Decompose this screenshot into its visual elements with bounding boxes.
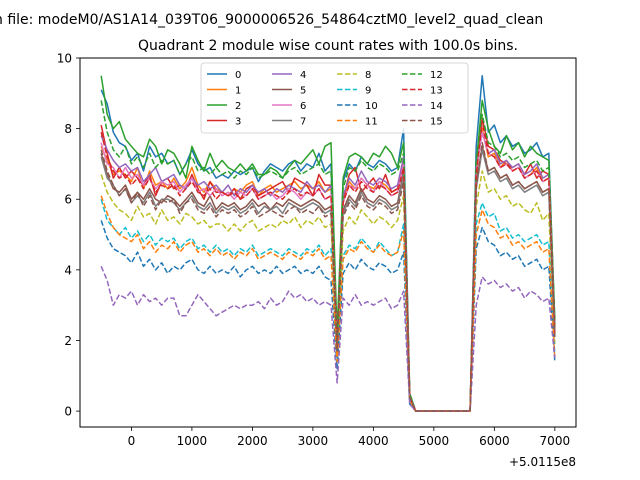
legend-label-6: 6	[300, 101, 306, 112]
x-tick-label: 5000	[419, 434, 450, 448]
y-tick-label: 8	[64, 122, 72, 136]
legend-label-13: 13	[430, 86, 443, 97]
y-axis: 0 2 4 6 8 10	[57, 52, 80, 419]
series-line-9	[100, 198, 556, 412]
x-offset-label: +5.0115e8	[509, 455, 576, 469]
legend-label-14: 14	[430, 101, 443, 112]
chart-title: Quadrant 2 module wise count rates with …	[138, 38, 518, 54]
series-line-8	[100, 170, 556, 412]
x-tick-label: 7000	[540, 434, 571, 448]
legend-label-1: 1	[235, 86, 241, 97]
series-layer	[100, 74, 556, 412]
legend-label-12: 12	[430, 70, 443, 81]
legend-box	[200, 62, 469, 134]
y-tick-label: 6	[64, 193, 72, 207]
y-tick-label: 4	[64, 263, 72, 277]
series-line-13	[100, 120, 556, 412]
x-tick-label: 1000	[177, 434, 208, 448]
legend-label-4: 4	[300, 70, 306, 81]
series-line-12	[100, 100, 556, 412]
legend-label-11: 11	[365, 117, 378, 128]
x-tick-label: 3000	[298, 434, 329, 448]
legend-label-2: 2	[235, 101, 241, 112]
y-tick-label: 2	[64, 334, 72, 348]
y-tick-label: 0	[64, 405, 72, 419]
legend-label-15: 15	[430, 117, 443, 128]
legend-label-0: 0	[235, 70, 241, 81]
series-line-11	[100, 195, 556, 412]
legend-label-8: 8	[365, 70, 371, 81]
legend-label-10: 10	[365, 101, 378, 112]
legend-label-3: 3	[235, 117, 241, 128]
x-tick-label: 4000	[358, 434, 389, 448]
series-line-15	[100, 141, 556, 412]
x-tick-label: 0	[128, 434, 136, 448]
legend-label-5: 5	[300, 86, 306, 97]
series-line-10	[100, 220, 556, 412]
x-tick-label: 6000	[479, 434, 510, 448]
y-tick-label: 10	[57, 52, 72, 66]
x-axis: 0 1000 2000 3000 4000 5000 6000 7000	[128, 427, 571, 448]
figure-suptitle: n file: modeM0/AS1A14_039T06_9000006526_…	[0, 12, 543, 28]
axes-frame	[79, 57, 577, 428]
x-tick-label: 2000	[237, 434, 268, 448]
legend-label-9: 9	[365, 86, 371, 97]
series-line-14	[100, 266, 556, 412]
legend-label-7: 7	[300, 117, 306, 128]
